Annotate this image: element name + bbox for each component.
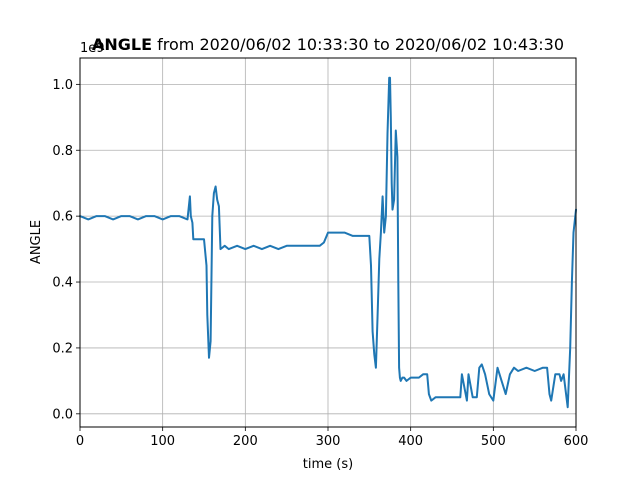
x-tick-label: 200 (233, 434, 258, 449)
y-tick-label: 0.8 (52, 144, 73, 159)
y-tick-label: 0.2 (52, 341, 73, 356)
x-tick-label: 500 (481, 434, 506, 449)
x-tick-label: 400 (398, 434, 423, 449)
y-axis-label: ANGLE (29, 220, 44, 264)
line-layer (79, 76, 577, 409)
grid-layer (79, 58, 577, 427)
chart-title: ANGLE from 2020/06/02 10:33:30 to 2020/0… (92, 35, 564, 54)
angle-series-line (79, 76, 577, 409)
y-tick-label: 0.0 (52, 407, 73, 422)
y-tick-label: 0.4 (52, 276, 73, 291)
tick-layer: 0 100 200 300 400 500 600 0.0 0.2 0.4 0.6 0.8 1.0 (52, 78, 588, 449)
chart-title-rest: from 2020/06/02 10:33:30 to 2020/06/02 1… (152, 35, 564, 54)
x-axis-label: time (s) (303, 457, 353, 472)
offset-label: 1e9 (80, 41, 105, 56)
x-tick-label: 0 (76, 434, 84, 449)
chart-title-bold: ANGLE (92, 35, 152, 54)
x-tick-label: 300 (316, 434, 341, 449)
x-tick-label: 100 (150, 434, 175, 449)
x-tick-label: 600 (564, 434, 589, 449)
y-tick-label: 0.6 (52, 210, 73, 225)
y-tick-label: 1.0 (52, 78, 73, 93)
